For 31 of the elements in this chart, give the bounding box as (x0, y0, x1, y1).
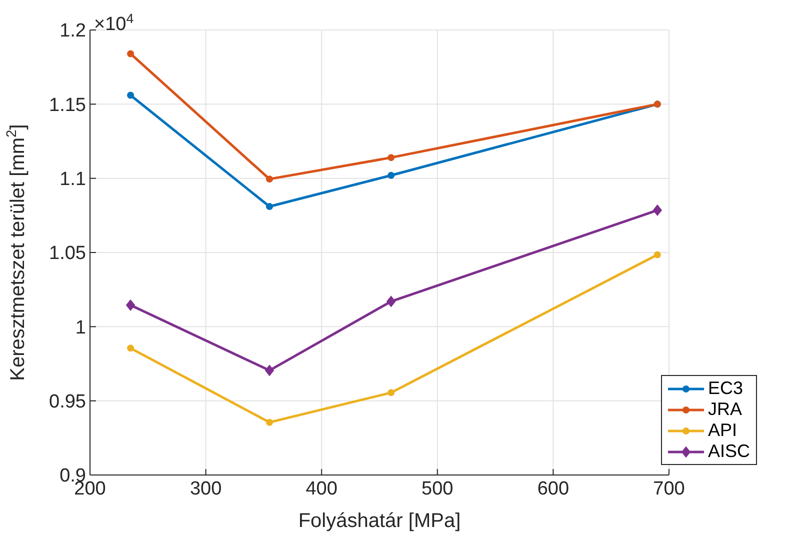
point (266, 203, 273, 210)
y-tick-label: 1.15 (49, 94, 86, 116)
legend-label: EC3 (708, 378, 743, 399)
y-tick-label: 1 (75, 317, 86, 338)
point (127, 344, 134, 352)
point (266, 418, 273, 426)
point (388, 389, 395, 396)
x-axis-title: Folyáshatár [MPa] (298, 510, 461, 532)
x-tick-label: 500 (422, 478, 454, 500)
point (126, 300, 136, 311)
x-tick-label: 700 (653, 478, 685, 500)
point (388, 172, 395, 179)
point (386, 296, 396, 307)
y-tick-label: 1.1 (60, 169, 86, 190)
legend-label: API (708, 420, 737, 441)
y-tick-label: 1.05 (49, 243, 86, 264)
x-tick-label: 600 (537, 478, 570, 500)
point (127, 50, 134, 58)
point (266, 176, 273, 183)
legend-label: JRA (708, 399, 742, 420)
point (388, 154, 395, 162)
point (264, 364, 274, 376)
y-tick-label: 1.2 (60, 20, 86, 42)
annotation: ×10$^{4}$ (94, 10, 134, 35)
x-tick-label: 400 (306, 478, 338, 500)
y-tick-label: 0.95 (49, 392, 86, 413)
legend-label: AISC (708, 441, 750, 462)
point (654, 251, 661, 258)
point (652, 204, 662, 216)
x-tick-label: 300 (190, 478, 222, 500)
point (127, 92, 134, 99)
